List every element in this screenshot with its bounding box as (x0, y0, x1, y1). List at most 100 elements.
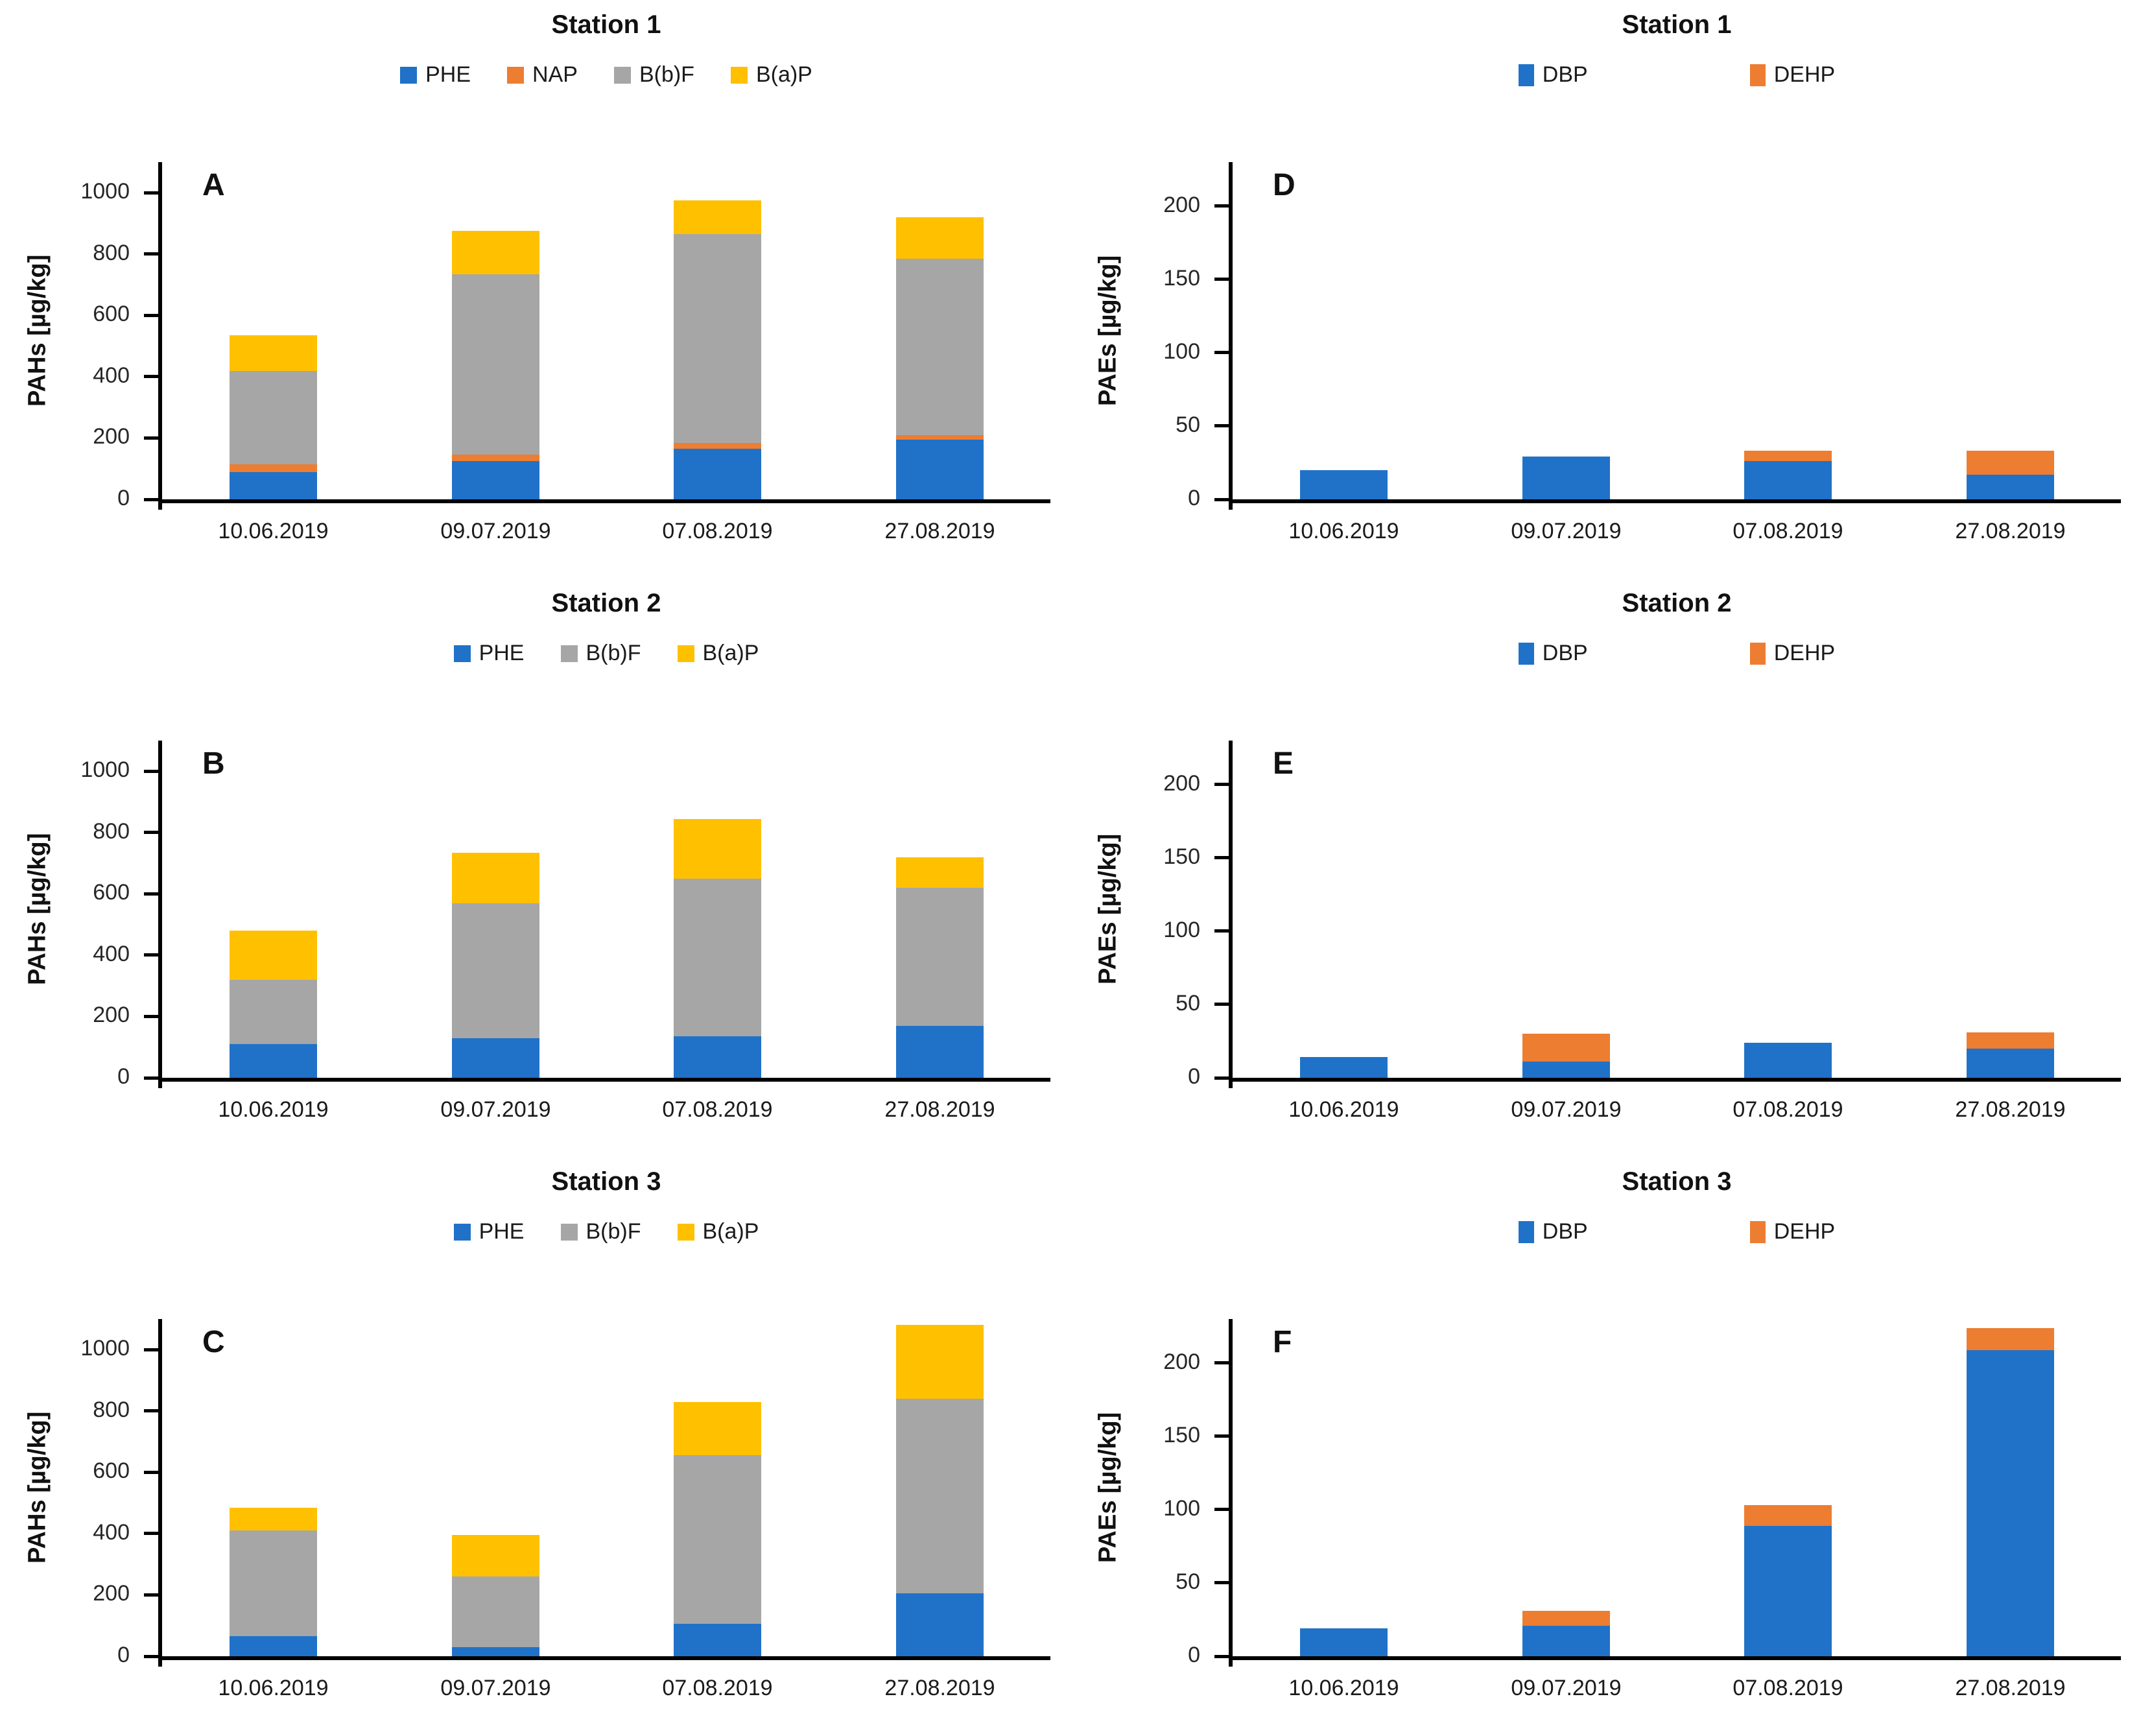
x-axis-line (158, 1656, 1050, 1660)
y-tick (1214, 1076, 1229, 1080)
chart-panel-d: Station 1 DBP DEHP PAEs [µg/kg] D 0 50 100 150 20… (1070, 0, 2141, 578)
y-tick-label: 0 (1188, 1064, 1200, 1089)
legend-label-dbp: DBP (1542, 1219, 1588, 1244)
bar-segment-dbp (1300, 1057, 1388, 1078)
bar-segment-dbp (1522, 1062, 1610, 1078)
legend: DBP DEHP (1233, 62, 2121, 88)
y-tick-label: 800 (93, 241, 130, 265)
legend: PHE NAP B(b)F B(a)P (162, 62, 1050, 88)
bar-segment-nap (896, 434, 984, 440)
category-slot (1677, 741, 1899, 1078)
y-tick (144, 831, 158, 834)
y-tick (144, 1409, 158, 1412)
legend-item-b-a-p: B(a)P (677, 1219, 759, 1244)
bar-segment-dbp (1300, 470, 1388, 499)
y-tick (1214, 856, 1229, 859)
legend-label-dbp: DBP (1542, 62, 1588, 87)
y-tick-label: 0 (117, 1064, 130, 1089)
legend-swatch-dbp-icon (1518, 64, 1534, 86)
x-axis-line (158, 1078, 1050, 1082)
legend-swatch-b-b-f-icon (560, 645, 578, 662)
legend-item-dbp: DBP (1518, 62, 1588, 88)
legend: PHE B(b)F B(a)P (162, 1219, 1050, 1244)
y-tick-label: 400 (93, 363, 130, 388)
y-tick (1214, 783, 1229, 786)
category-slot (162, 1319, 384, 1656)
bar-segment-nap (230, 464, 317, 472)
x-tick-label: 10.06.2019 (218, 1676, 329, 1700)
chart-title: Station 3 (1622, 1167, 1732, 1196)
y-tick (144, 498, 158, 501)
bar-27-08-2019 (1967, 1032, 2054, 1078)
bar-segment-b-b-f (230, 979, 317, 1044)
y-tick-label: 800 (93, 1397, 130, 1422)
x-tick-label: 09.07.2019 (1511, 1676, 1622, 1700)
bar-segment-dbp (1300, 1628, 1388, 1656)
category-slot (384, 741, 607, 1078)
bar-segment-b-a-p (452, 1535, 539, 1577)
y-tick-label: 600 (93, 880, 130, 905)
y-tick (144, 375, 158, 378)
x-tick-label: 07.08.2019 (1733, 1676, 1843, 1700)
y-tick (144, 953, 158, 957)
panel-letter: F (1273, 1325, 1292, 1359)
bar-10-06-2019 (230, 1507, 317, 1656)
category-slot (1233, 741, 1455, 1078)
bar-07-08-2019 (1744, 1505, 1832, 1656)
x-tick-label: 10.06.2019 (1288, 1676, 1399, 1700)
bar-segment-b-b-f (452, 1576, 539, 1647)
bar-segment-b-b-f (674, 1455, 761, 1624)
bar-09-07-2019 (1522, 1610, 1610, 1656)
panel-letter: E (1273, 746, 1294, 781)
chart-title: Station 1 (551, 10, 661, 39)
bar-segment-dehp (1522, 1034, 1610, 1062)
bar-segment-phe (674, 1036, 761, 1078)
legend-label-b-a-p: B(a)P (755, 62, 812, 87)
bar-segment-dbp (1967, 1350, 2054, 1656)
y-tick (144, 1532, 158, 1535)
bar-segment-nap (452, 455, 539, 461)
legend-label-b-b-f: B(b)F (586, 1219, 641, 1244)
x-tick-label: 10.06.2019 (218, 519, 329, 543)
panel-letter: A (202, 168, 225, 202)
bar-segment-b-b-f (230, 370, 317, 464)
y-tick (144, 1655, 158, 1658)
category-slot (162, 741, 384, 1078)
legend-swatch-dbp-icon (1518, 1220, 1534, 1243)
legend-item-dehp: DEHP (1749, 62, 1835, 88)
y-tick-label: 0 (117, 486, 130, 510)
y-tick (1214, 1361, 1229, 1364)
category-slot (829, 1319, 1051, 1656)
legend-label-dehp: DEHP (1773, 641, 1836, 665)
bar-segment-b-a-p (674, 200, 761, 234)
y-tick-label: 1000 (80, 1336, 130, 1361)
bar-segment-phe (230, 1044, 317, 1078)
x-tick-label: 10.06.2019 (1288, 519, 1399, 543)
bar-segment-b-a-p (674, 1401, 761, 1456)
bar-09-07-2019 (452, 1535, 539, 1656)
bar-07-08-2019 (674, 200, 761, 499)
legend-swatch-b-a-p-icon (730, 66, 748, 84)
y-axis-line (158, 162, 162, 510)
legend-swatch-dehp-icon (1749, 642, 1766, 665)
category-slot (1233, 1319, 1455, 1656)
legend-item-b-b-f: B(b)F (613, 62, 694, 88)
legend-swatch-phe-icon (453, 1223, 471, 1241)
bar-segment-dbp (1744, 1525, 1832, 1656)
legend-swatch-phe-icon (400, 66, 418, 84)
bar-segment-phe (230, 471, 317, 499)
category-slot (1677, 162, 1899, 499)
y-tick-label: 200 (1163, 771, 1200, 796)
bar-segment-phe (452, 1647, 539, 1656)
y-tick-label: 1000 (80, 179, 130, 204)
y-tick-label: 50 (1176, 412, 1200, 437)
bar-27-08-2019 (896, 857, 984, 1078)
bar-segment-b-a-p (896, 1325, 984, 1399)
bar-09-07-2019 (452, 231, 539, 499)
category-slot (384, 162, 607, 499)
legend-swatch-nap-icon (507, 66, 525, 84)
y-tick (144, 436, 158, 440)
y-tick-label: 200 (93, 1003, 130, 1027)
bar-segment-dbp (1967, 474, 2054, 499)
bar-segment-dehp (1967, 1032, 2054, 1049)
